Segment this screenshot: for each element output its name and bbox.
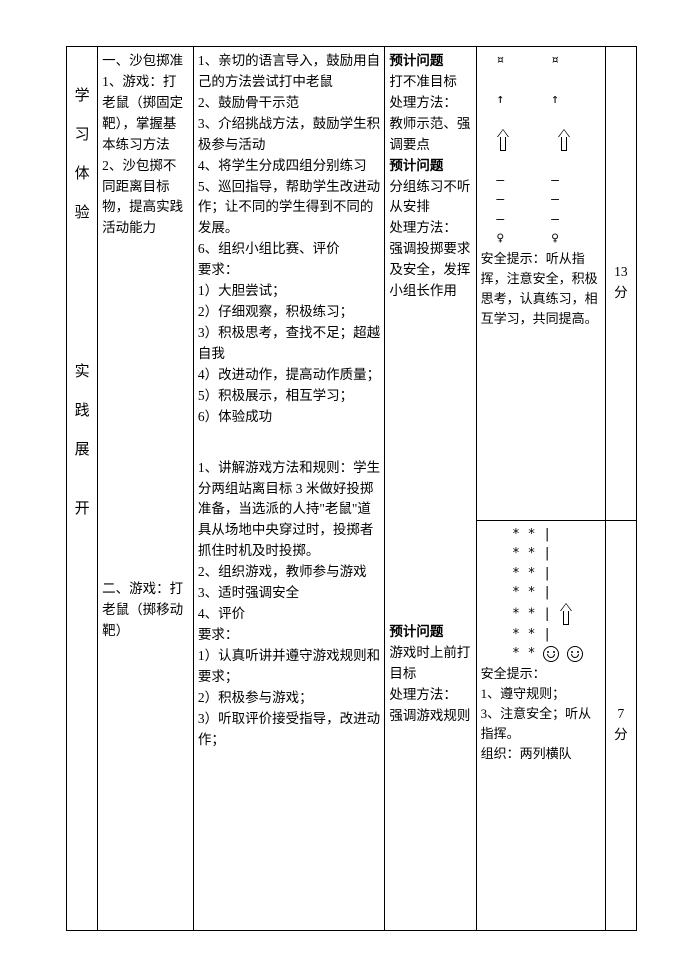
time-value: 7 — [610, 704, 632, 725]
tip-heading: 安全提示： — [481, 251, 546, 266]
diagram-tips-cell-1: ¤ ¤ ↑ ↑ – – – – – – ♀ ♀ 安全提示：听从指挥，注意安全，积… — [476, 47, 605, 521]
req-label: 要求： — [198, 260, 380, 281]
up-arrow-icon — [496, 129, 510, 151]
method-text: 3、适时强调安全 — [198, 583, 380, 604]
problem-method: 处理方法： — [389, 685, 471, 706]
req-item: 5）积极展示，相互学习； — [198, 386, 380, 407]
method-text: 2、组织游戏，教师参与游戏 — [198, 562, 380, 583]
phase-char: 学 — [71, 77, 93, 116]
time-cell-1: 13 分 — [605, 47, 636, 521]
phase-label: 学 习 体 验 实 践 展 开 — [67, 47, 98, 931]
problem-heading: 预计问题 — [389, 51, 471, 72]
smiley-icon — [567, 646, 583, 662]
diagram-tips-cell-2: * * | * * | * * | * * | * * | * * | * * … — [476, 520, 605, 930]
problem-text: 强调游戏规则 — [389, 706, 471, 727]
section-title: 二、游戏：打老鼠（掷移动靶） — [102, 579, 189, 642]
problem-method: 处理方法： — [389, 218, 471, 239]
formation-diagram-1: ¤ ¤ ↑ ↑ – – – – – – ♀ ♀ — [481, 51, 601, 249]
time-unit: 分 — [610, 283, 632, 304]
req-item: 2）积极参与游戏； — [198, 688, 380, 709]
method-column: 1、亲切的语言导入，鼓励用自己的方法尝试打中老鼠 2、鼓励骨干示范 3、介绍挑战… — [193, 47, 384, 931]
lesson-plan-table: 学 习 体 验 实 践 展 开 一、沙包掷准 1、游戏：打老鼠（掷固定靶），掌握… — [66, 46, 637, 931]
phase-char: 展 — [71, 431, 93, 470]
problem-heading: 预计问题 — [389, 622, 471, 643]
problem-text: 分组练习不听从安排 — [389, 177, 471, 219]
method-text: 5、巡回指导，帮助学生改进动作；让不同的学生得到不同的发展。 — [198, 177, 380, 240]
method-text: 6、组织小组比赛、评价 — [198, 239, 380, 260]
phase-char: 开 — [71, 490, 93, 529]
problem-heading: 预计问题 — [389, 156, 471, 177]
phase-char: 实 — [71, 353, 93, 392]
up-arrow-icon — [559, 603, 573, 625]
method-text: 1、亲切的语言导入，鼓励用自己的方法尝试打中老鼠 — [198, 51, 380, 93]
time-value: 13 — [610, 262, 632, 283]
problem-text: 游戏时上前打目标 — [389, 643, 471, 685]
problem-text: 教师示范、强调要点 — [389, 114, 471, 156]
content-text: 2、沙包掷不同距离目标物，提高实践活动能力 — [102, 156, 189, 240]
method-text: 4、将学生分成四组分别练习 — [198, 156, 380, 177]
up-arrow-icon — [557, 129, 571, 151]
tip-text: 1、遵守规则； — [481, 684, 601, 704]
req-item: 4）改进动作，提高动作质量； — [198, 365, 380, 386]
time-cell-2: 7 分 — [605, 520, 636, 930]
smiley-icon — [543, 646, 559, 662]
formation-diagram-2: * * | * * | * * | * * | * * | * * | * * — [481, 525, 601, 664]
method-text: 1、讲解游戏方法和规则：学生分两组站离目标 3 米做好投掷准备，当选派的人持"老… — [198, 458, 380, 563]
req-item: 1）大胆尝试； — [198, 281, 380, 302]
content-text: 1、游戏：打老鼠（掷固定靶），掌握基本练习方法 — [102, 72, 189, 156]
req-item: 1）认真听讲并遵守游戏规则和要求； — [198, 646, 380, 688]
req-label: 要求： — [198, 625, 380, 646]
content-column: 一、沙包掷准 1、游戏：打老鼠（掷固定靶），掌握基本练习方法 2、沙包掷不同距离… — [98, 47, 194, 931]
req-item: 2）仔细观察，积极练习； — [198, 302, 380, 323]
req-item: 3）听取评价接受指导，改进动作； — [198, 709, 380, 751]
phase-char: 践 — [71, 392, 93, 431]
org-text: 组织：两列横队 — [481, 744, 601, 764]
req-item: 3）积极思考，查找不足；超越自我 — [198, 323, 380, 365]
phase-char: 习 — [71, 116, 93, 155]
req-item: 6）体验成功 — [198, 407, 380, 428]
tip-text: 3、注意安全；听从指挥。 — [481, 704, 601, 744]
problem-text: 打不准目标 — [389, 72, 471, 93]
problem-text: 强调投掷要求及安全，发挥小组长作用 — [389, 239, 471, 302]
method-text: 2、鼓励骨干示范 — [198, 93, 380, 114]
problems-column: 预计问题 打不准目标 处理方法： 教师示范、强调要点 预计问题 分组练习不听从安… — [385, 47, 476, 931]
method-text: 3、介绍挑战方法，鼓励学生积极参与活动 — [198, 114, 380, 156]
phase-char: 体 — [71, 155, 93, 194]
phase-char: 验 — [71, 194, 93, 233]
time-unit: 分 — [610, 725, 632, 746]
method-text: 4、评价 — [198, 604, 380, 625]
problem-method: 处理方法： — [389, 93, 471, 114]
tip-heading: 安全提示： — [481, 664, 601, 684]
section-title: 一、沙包掷准 — [102, 51, 189, 72]
